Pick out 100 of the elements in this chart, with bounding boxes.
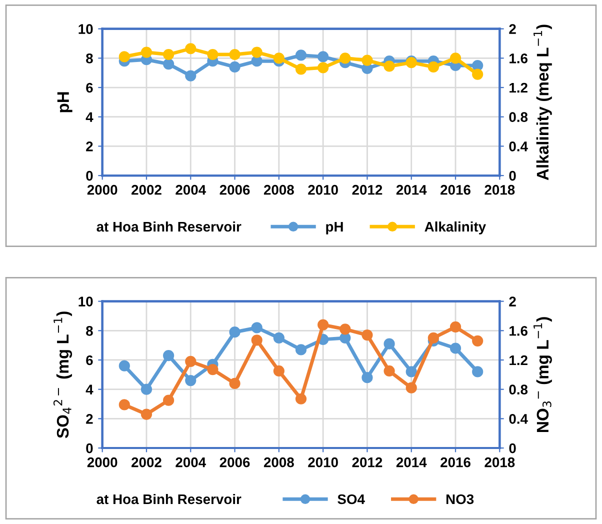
text: at Hoa Binh Reservoir [96, 221, 242, 232]
legend-label: SO4 [338, 494, 365, 504]
legend-label: pH [326, 222, 343, 234]
y2-tick-label: 1.6 [510, 326, 528, 336]
point [229, 48, 240, 60]
y-tick-label: 4 [86, 384, 94, 394]
x-tick-label: 2006 [220, 184, 250, 195]
point [207, 364, 218, 376]
point [140, 46, 152, 58]
point [251, 56, 262, 67]
y-tick-label: 6 [86, 355, 93, 366]
point [251, 334, 262, 346]
x-tick-label: 2010 [308, 184, 338, 195]
point [140, 384, 152, 395]
y-tick-label: 10 [78, 296, 93, 306]
x-tick-label: 2012 [352, 457, 382, 468]
point [273, 365, 284, 377]
y2-tick-label: 1.2 [510, 355, 528, 366]
y-tick-label: 0 [86, 443, 93, 454]
point [229, 326, 240, 338]
point [362, 372, 373, 384]
x-tick-label: 2016 [440, 184, 470, 195]
point [472, 68, 484, 80]
point [295, 393, 307, 404]
y2-tick-label: 0 [509, 170, 516, 181]
y-tick-label: 6 [86, 82, 93, 93]
y-axis-title: SO$_{4}$$^{2−}$ (mg L$^{−1}$) [53, 312, 72, 438]
x-tick-label: 2008 [264, 184, 294, 195]
x-tick-label: 2004 [176, 457, 206, 468]
legend-label: Alkalinity [424, 221, 486, 234]
point [207, 48, 218, 60]
point [251, 46, 262, 58]
point [318, 51, 329, 62]
y-tick-label: 8 [86, 326, 93, 336]
legend-label: NO3 [446, 494, 474, 504]
point [118, 399, 130, 410]
point [185, 374, 196, 386]
x-tick-label: 2014 [396, 184, 427, 195]
point [163, 350, 174, 362]
point [273, 52, 284, 64]
point [384, 338, 395, 350]
point [362, 329, 373, 341]
point [295, 50, 307, 61]
point [362, 54, 373, 66]
x-tick-label: 2006 [220, 457, 250, 468]
y2-tick-label: 0.8 [509, 112, 528, 122]
y-tick-label: 8 [86, 54, 93, 64]
y-tick-label: 4 [86, 112, 94, 122]
point [318, 62, 329, 74]
y2-tick-label: 1.2 [510, 82, 528, 93]
y2-tick-label: 0.8 [509, 384, 528, 394]
point [472, 60, 484, 72]
point [428, 61, 439, 73]
y-tick-label: 2 [86, 414, 93, 424]
y2-tick-label: 1.6 [510, 54, 528, 64]
x-tick-label: 2016 [440, 457, 470, 468]
y2-axis-title: Alkalinity (meq L$^{−1}$) [534, 24, 552, 180]
y2-tick-label: 2 [509, 296, 516, 306]
point [472, 335, 484, 346]
point [340, 332, 351, 344]
point [472, 366, 484, 378]
point [384, 365, 395, 377]
y-tick-label: 10 [78, 24, 93, 34]
text: at Hoa Binh Reservoir [96, 494, 242, 504]
x-tick-label: 2004 [176, 184, 206, 195]
point [273, 332, 284, 344]
y-axis-title: pH [57, 92, 72, 112]
point [229, 378, 240, 390]
point [450, 321, 462, 333]
point [140, 408, 152, 420]
y2-tick-label: 0 [509, 443, 516, 454]
x-tick-label: 2002 [132, 457, 162, 468]
x-tick-label: 2002 [132, 184, 162, 195]
y2-tick-label: 2 [509, 24, 516, 34]
point [163, 48, 174, 60]
x-tick-label: 2010 [308, 457, 338, 468]
point [118, 360, 130, 372]
point [185, 70, 196, 82]
point [450, 52, 462, 64]
x-tick-label: 2008 [264, 457, 294, 468]
point [118, 51, 130, 62]
point [340, 52, 351, 64]
point [295, 344, 307, 356]
x-tick-label: 2000 [87, 457, 118, 468]
x-tick-label: 2018 [484, 457, 515, 468]
point [185, 43, 196, 54]
point [163, 394, 174, 406]
y-tick-label: 2 [86, 142, 93, 152]
point [406, 382, 417, 394]
point [295, 64, 307, 75]
y2-axis-title: NO$_{3}$$^{−}$ (mg L$^{−1}$) [534, 317, 552, 432]
point [185, 356, 196, 368]
point [163, 58, 174, 70]
x-tick-label: 2000 [87, 184, 118, 195]
point [384, 60, 395, 72]
x-tick-label: 2018 [484, 184, 515, 195]
y-tick-label: 0 [86, 170, 93, 181]
point [428, 332, 439, 344]
point [340, 324, 351, 335]
y2-tick-label: 0.4 [509, 142, 528, 152]
